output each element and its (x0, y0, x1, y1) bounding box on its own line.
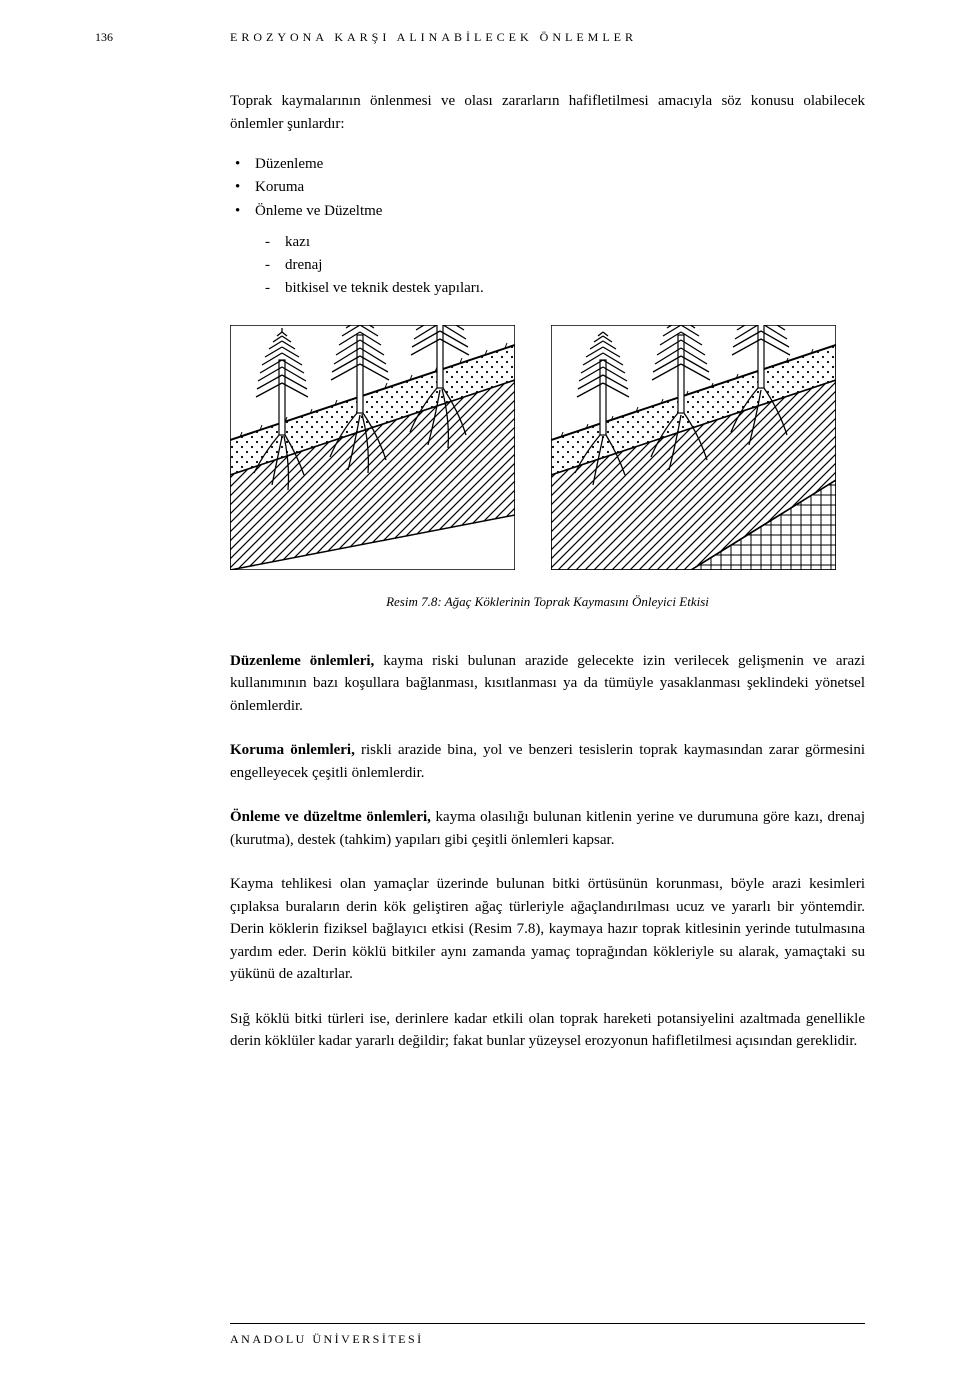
list-item: drenaj (285, 254, 865, 277)
list-item: Düzenleme (255, 153, 865, 176)
paragraph-1: Düzenleme önlemleri, kayma riski bulunan… (230, 650, 865, 718)
list-item: Önleme ve Düzeltme (255, 200, 865, 223)
figure-caption: Resim 7.8: Ağaç Köklerinin Toprak Kaymas… (230, 594, 865, 610)
page-number: 136 (95, 30, 113, 45)
main-content: Toprak kaymalarının önlenmesi ve olası z… (230, 90, 865, 1075)
paragraph-4: Kayma tehlikesi olan yamaçlar üzerinde b… (230, 873, 865, 986)
footer: ANADOLU ÜNİVERSİTESİ (230, 1323, 865, 1347)
term-3: Önleme ve düzeltme önlemleri, (230, 809, 436, 825)
term-1: Düzenleme önlemleri, (230, 653, 383, 669)
paragraph-2: Koruma önlemleri, riskli arazide bina, y… (230, 739, 865, 784)
figure-row (230, 325, 865, 570)
list-item: Koruma (255, 176, 865, 199)
paragraph-3: Önleme ve düzeltme önlemleri, kayma olas… (230, 806, 865, 851)
bullet-list: Düzenleme Koruma Önleme ve Düzeltme (230, 153, 865, 223)
running-header: EROZYONA KARŞI ALINABİLECEK ÖNLEMLER (230, 30, 865, 45)
figure-left (230, 325, 515, 570)
term-2: Koruma önlemleri, (230, 742, 361, 758)
list-item: kazı (285, 231, 865, 254)
paragraph-5: Sığ köklü bitki türleri ise, derinlere k… (230, 1008, 865, 1053)
dash-list: kazı drenaj bitkisel ve teknik destek ya… (230, 231, 865, 301)
figure-right (551, 325, 836, 570)
list-item: bitkisel ve teknik destek yapıları. (285, 277, 865, 300)
intro-paragraph: Toprak kaymalarının önlenmesi ve olası z… (230, 90, 865, 135)
